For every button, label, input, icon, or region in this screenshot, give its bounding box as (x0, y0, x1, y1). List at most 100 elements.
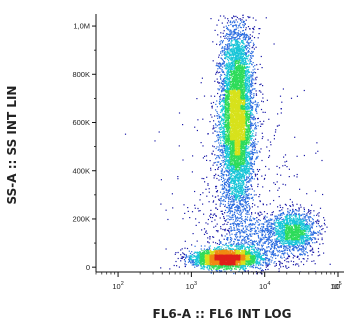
event-dot (228, 228, 230, 230)
event-dot (289, 214, 291, 216)
event-dot (265, 266, 267, 268)
event-dot (254, 252, 256, 254)
event-dot (249, 153, 251, 155)
event-dot (233, 187, 235, 189)
event-dot (221, 74, 223, 76)
event-dot (245, 231, 247, 233)
event-dot (315, 152, 317, 154)
event-dot (256, 104, 258, 106)
event-dot (231, 43, 233, 45)
event-dot (257, 235, 259, 237)
event-dot (239, 235, 241, 237)
event-dot (246, 167, 248, 169)
event-dot (240, 222, 242, 224)
event-dot (244, 45, 247, 47)
event-dot (247, 16, 249, 18)
event-dot (217, 138, 220, 141)
event-dot (220, 228, 222, 230)
event-dot (233, 193, 236, 195)
event-dot (279, 217, 281, 220)
event-dot (292, 244, 294, 246)
event-dot (310, 231, 312, 233)
event-dot (243, 21, 245, 23)
event-dot (224, 143, 226, 145)
event-dot (244, 208, 246, 210)
event-dot (256, 173, 258, 175)
event-dot (306, 234, 308, 236)
event-dot (297, 255, 299, 257)
event-dot (236, 225, 238, 227)
event-dot (224, 76, 226, 78)
event-dot (246, 213, 248, 215)
event-dot (224, 178, 226, 180)
event-dot (226, 233, 228, 235)
event-dot (234, 177, 236, 180)
event-dot (266, 257, 268, 259)
event-dot (228, 66, 230, 68)
event-dot (312, 233, 314, 235)
event-dot (248, 85, 250, 87)
event-dot (154, 140, 156, 142)
event-dot (256, 217, 258, 219)
event-dot (248, 96, 250, 98)
event-dot (229, 64, 231, 66)
event-dot (215, 269, 217, 271)
event-dot (219, 99, 221, 101)
event-dot (244, 149, 246, 151)
event-dot (212, 195, 214, 197)
event-dot (281, 250, 283, 252)
event-dot (231, 53, 233, 55)
event-dot (222, 228, 224, 231)
event-dot (246, 66, 248, 68)
event-dot (214, 219, 216, 221)
event-dot (256, 258, 258, 260)
event-dot (310, 221, 312, 223)
event-dot (226, 76, 228, 78)
event-dot (239, 183, 241, 185)
event-dot (298, 215, 300, 217)
event-dot (227, 238, 229, 240)
event-dot (278, 240, 280, 242)
event-dot (285, 240, 287, 242)
event-dot (224, 212, 226, 214)
event-dot (266, 252, 268, 254)
event-dot (280, 262, 282, 264)
event-dot (248, 197, 250, 199)
event-dot (249, 233, 251, 235)
event-dot (302, 217, 304, 219)
event-dot (240, 229, 242, 231)
event-dot (284, 248, 286, 250)
event-dot (278, 187, 280, 189)
event-dot (233, 241, 235, 243)
event-dot (268, 233, 270, 235)
event-dot (245, 36, 248, 38)
event-dot (221, 173, 223, 175)
event-dot (300, 235, 302, 237)
event-dot (215, 73, 217, 75)
event-dot (240, 33, 243, 35)
event-dot (214, 80, 216, 82)
event-dot (225, 57, 227, 59)
event-dot (207, 237, 209, 239)
event-dot (271, 227, 273, 230)
event-dot (238, 25, 240, 27)
event-dot (175, 260, 177, 263)
event-dot (230, 196, 232, 198)
event-dot (316, 142, 318, 144)
event-dot (277, 189, 279, 191)
event-dot (230, 181, 232, 183)
event-dot (306, 213, 308, 215)
event-dot (237, 40, 239, 42)
event-dot (248, 175, 250, 177)
event-dot (258, 33, 260, 35)
event-dot (223, 89, 225, 92)
event-dot (278, 260, 280, 262)
event-dot (194, 204, 196, 206)
event-dot (294, 242, 296, 244)
event-dot (254, 247, 256, 249)
event-dot (215, 196, 217, 198)
event-dot (249, 127, 251, 129)
event-dot (238, 172, 240, 174)
event-dot (245, 225, 247, 227)
event-dot (296, 213, 298, 216)
